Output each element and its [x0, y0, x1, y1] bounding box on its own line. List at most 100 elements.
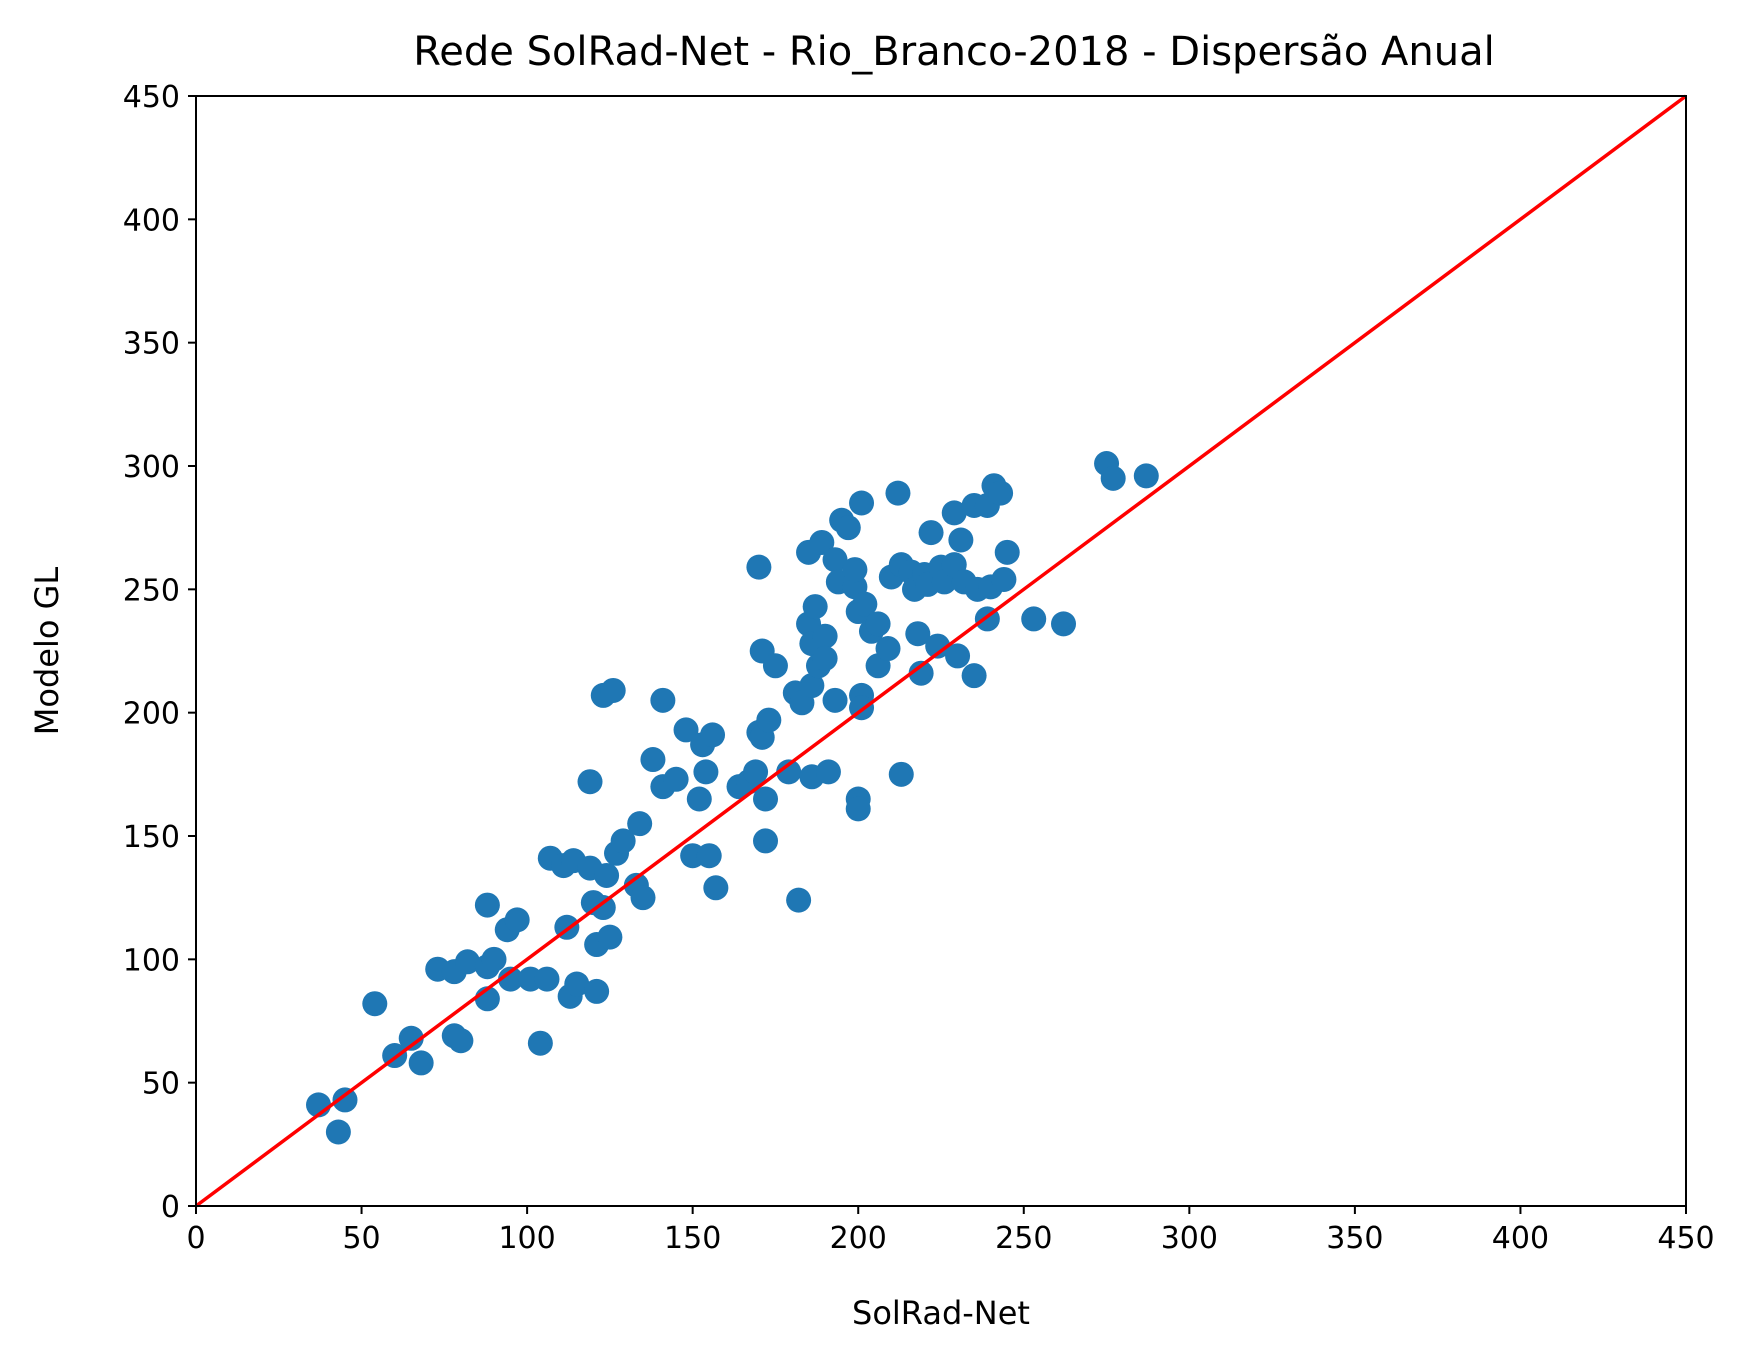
data-point [888, 761, 914, 787]
data-point [812, 623, 838, 649]
points-layer [306, 451, 1159, 1145]
y-tick-label: 0 [161, 1190, 180, 1225]
data-point [498, 966, 524, 992]
x-tick-label: 300 [1161, 1221, 1218, 1256]
data-point [918, 520, 944, 546]
y-axis-ticks: 0 50 100 150 200 250 300 350 400 450 [123, 80, 196, 1225]
data-point [703, 875, 729, 901]
data-point [398, 1025, 424, 1051]
y-tick-label: 400 [123, 203, 180, 238]
data-point [362, 991, 388, 1017]
data-point [815, 759, 841, 785]
data-point [852, 591, 878, 617]
data-point [650, 687, 676, 713]
data-point [885, 480, 911, 506]
data-point [756, 707, 782, 733]
x-tick-label: 450 [1657, 1221, 1714, 1256]
data-point [474, 892, 500, 918]
data-point [700, 722, 726, 748]
data-point [1051, 611, 1077, 637]
y-tick-label: 150 [123, 820, 180, 855]
y-tick-label: 350 [123, 327, 180, 362]
data-point [527, 1030, 553, 1056]
data-point [812, 645, 838, 671]
data-point [610, 828, 636, 854]
data-point [534, 966, 560, 992]
data-point [590, 895, 616, 921]
data-point [822, 547, 848, 573]
x-tick-label: 0 [186, 1221, 205, 1256]
data-point [802, 594, 828, 620]
x-tick-label: 350 [1326, 1221, 1383, 1256]
data-point [1133, 463, 1159, 489]
data-point [991, 566, 1017, 592]
plot-frame [195, 95, 1687, 1207]
y-axis-label: Modelo GL [28, 567, 66, 736]
data-point [455, 949, 481, 975]
data-point [673, 717, 699, 743]
x-axis-label: SolRad-Net [852, 1294, 1030, 1332]
data-point [630, 885, 656, 911]
data-point [743, 759, 769, 785]
data-point [693, 759, 719, 785]
data-point [835, 515, 861, 541]
x-tick-label: 100 [498, 1221, 555, 1256]
data-point [448, 1028, 474, 1054]
x-tick-label: 50 [342, 1221, 380, 1256]
data-point [332, 1087, 358, 1113]
y-tick-label: 300 [123, 450, 180, 485]
chart-title: Rede SolRad-Net - Rio_Branco-2018 - Disp… [413, 29, 1494, 75]
data-point [746, 554, 772, 580]
x-tick-label: 250 [995, 1221, 1052, 1256]
data-point [961, 663, 987, 689]
data-point [842, 557, 868, 583]
reference-line [194, 94, 1688, 1208]
x-tick-label: 200 [830, 1221, 887, 1256]
data-point [799, 673, 825, 699]
data-point [504, 907, 530, 933]
y-tick-label: 450 [123, 80, 180, 115]
data-point [845, 796, 871, 822]
data-point [481, 946, 507, 972]
y-tick-label: 50 [142, 1067, 180, 1102]
data-point [594, 862, 620, 888]
y-tick-label: 200 [123, 697, 180, 732]
data-point [1100, 465, 1126, 491]
data-point [994, 539, 1020, 565]
data-point [822, 687, 848, 713]
data-point [941, 500, 967, 526]
data-point [849, 490, 875, 516]
x-tick-label: 400 [1492, 1221, 1549, 1256]
data-point [905, 621, 931, 647]
data-point [925, 633, 951, 659]
data-point [640, 747, 666, 773]
data-point [1021, 606, 1047, 632]
y-tick-label: 100 [123, 943, 180, 978]
data-point [584, 978, 610, 1004]
x-tick-label: 150 [664, 1221, 721, 1256]
x-axis-ticks: 0 50 100 150 200 250 300 350 400 450 [186, 1206, 1715, 1256]
data-point [753, 786, 779, 812]
data-point [686, 786, 712, 812]
data-point [945, 643, 971, 669]
data-point [577, 769, 603, 795]
data-point [776, 759, 802, 785]
data-point [696, 843, 722, 869]
data-point [753, 828, 779, 854]
data-point [663, 766, 689, 792]
data-point [597, 924, 623, 950]
data-point [948, 527, 974, 553]
data-point [408, 1050, 434, 1076]
data-point [988, 480, 1014, 506]
data-point [564, 971, 590, 997]
data-point [908, 660, 934, 686]
y-tick-label: 250 [123, 573, 180, 608]
data-point [627, 811, 653, 837]
data-point [325, 1119, 351, 1145]
data-point [762, 653, 788, 679]
data-point [865, 611, 891, 637]
data-point [809, 529, 835, 555]
data-point [786, 887, 812, 913]
